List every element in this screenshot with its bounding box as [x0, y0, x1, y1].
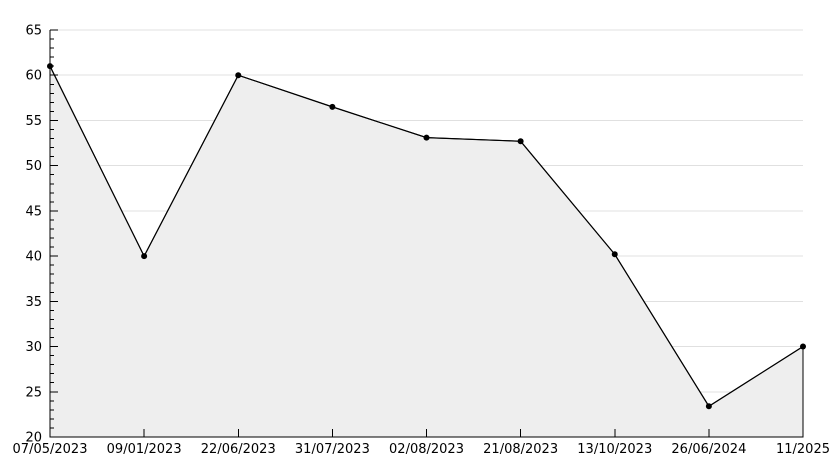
y-axis-tick-label-40: 40 [25, 250, 42, 265]
data-point-marker-8 [800, 343, 806, 350]
x-axis-tick-label-7: 26/06/2024 [671, 442, 746, 457]
x-axis-tick-label-1: 09/01/2023 [107, 442, 182, 457]
x-axis-tick-label-0: 07/05/2023 [13, 442, 88, 457]
y-axis-tick-label-55: 55 [25, 114, 42, 129]
x-axis-tick-label-8: 11/2025 [776, 442, 830, 457]
y-axis-tick-label-30: 30 [25, 340, 42, 355]
data-point-marker-2 [235, 72, 242, 79]
y-axis-tick-label-50: 50 [25, 159, 42, 174]
data-point-marker-1 [141, 253, 148, 260]
data-point-marker-4 [423, 134, 430, 141]
y-axis-tick-label-60: 60 [25, 69, 42, 84]
y-axis-tick-label-45: 45 [25, 204, 42, 219]
y-axis-labels: 20 25 30 35 40 45 50 55 60 65 [25, 24, 42, 446]
y-axis-tick-label-20: 20 [25, 431, 42, 446]
x-axis-tick-label-3: 31/07/2023 [295, 442, 370, 457]
y-axis-tick-label-25: 25 [25, 385, 42, 400]
axes-group [49, 29, 804, 438]
data-point-marker-3 [329, 103, 336, 110]
x-axis-tick-label-5: 21/08/2023 [483, 442, 558, 457]
data-point-marker-7 [705, 403, 712, 410]
x-axis-tick-label-6: 13/10/2023 [577, 442, 652, 457]
data-point-marker-5 [517, 138, 524, 145]
x-axis-tick-label-2: 22/06/2023 [201, 442, 276, 457]
x-axis-labels: 07/05/2023 09/01/2023 22/06/2023 31/07/2023… [13, 442, 830, 457]
data-point-marker-6 [611, 251, 618, 258]
x-axis-tick-label-4: 02/08/2023 [389, 442, 464, 457]
markers-group [47, 63, 806, 410]
y-axis-tick-label-65: 65 [25, 24, 42, 39]
y-axis-tick-label-35: 35 [25, 295, 42, 310]
